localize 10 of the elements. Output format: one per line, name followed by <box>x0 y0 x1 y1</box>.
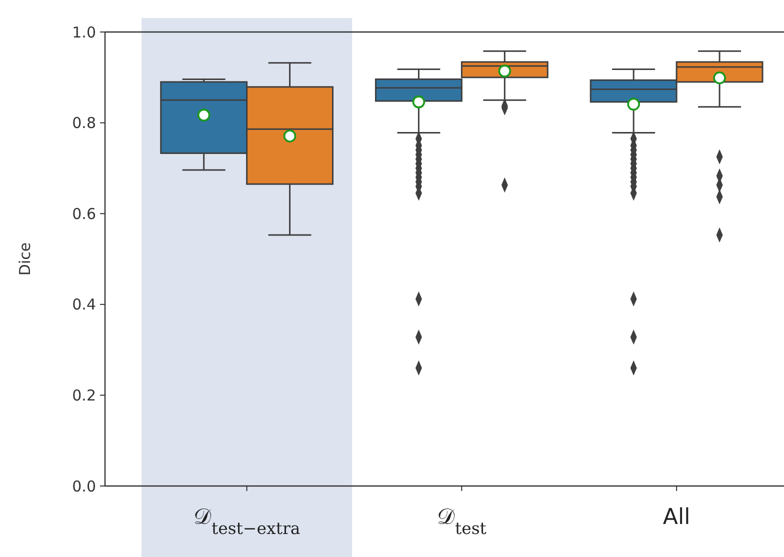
x-tick-label: 𝒟$_{test−extra}$ <box>193 505 300 538</box>
x-tick-label: 𝒟$_{test}$ <box>436 505 487 538</box>
y-tick-label: 1.0 <box>72 23 96 42</box>
y-tick-label: 0.8 <box>72 114 96 132</box>
y-axis-title: Dice <box>16 242 34 276</box>
y-tick-label: 0.0 <box>72 477 96 496</box>
x-tick-label: All <box>662 505 690 530</box>
y-tick-label: 0.2 <box>72 386 96 404</box>
y-tick-label: 0.4 <box>72 296 96 314</box>
y-tick-label: 0.6 <box>72 204 96 223</box>
